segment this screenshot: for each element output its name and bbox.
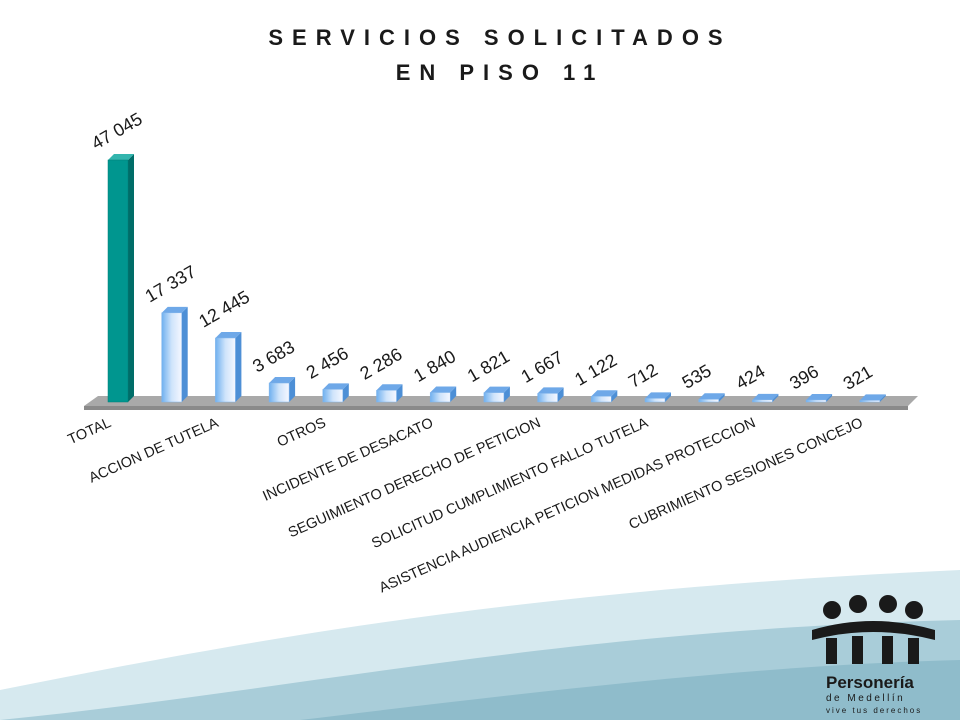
bar-top xyxy=(752,393,779,400)
x-tick-label: INCIDENTE DE DESACATO xyxy=(261,415,436,505)
bar-top xyxy=(859,394,886,401)
bar xyxy=(859,400,881,403)
bar-side xyxy=(772,393,779,402)
bar-top xyxy=(645,392,671,399)
chart-subtitle: EN PISO 11 xyxy=(396,60,605,85)
bar-side xyxy=(235,331,242,402)
bar-side xyxy=(879,394,886,402)
value-label: 1 667 xyxy=(518,347,567,387)
bar-top xyxy=(698,393,725,400)
value-label: 1 840 xyxy=(410,346,459,386)
value-label: 535 xyxy=(679,360,715,392)
chart-title: SERVICIOS SOLICITADOS xyxy=(268,25,731,50)
bar xyxy=(215,337,236,403)
bar-side xyxy=(289,377,296,402)
bar xyxy=(805,399,827,403)
value-label: 424 xyxy=(732,361,768,393)
value-label: 321 xyxy=(840,361,876,393)
bar-top xyxy=(591,390,618,397)
value-label: 17 337 xyxy=(142,261,200,306)
value-label: 2 456 xyxy=(303,343,352,383)
value-label: 3 683 xyxy=(249,337,298,377)
bar xyxy=(107,159,129,403)
bar-side xyxy=(450,386,457,402)
bar xyxy=(429,392,451,403)
value-label: 2 286 xyxy=(357,344,406,384)
bar xyxy=(752,399,773,403)
bar-side xyxy=(557,387,564,402)
bar xyxy=(537,393,558,403)
bar-side xyxy=(396,384,403,402)
bar xyxy=(591,395,612,403)
value-label: 396 xyxy=(786,361,822,393)
bar-top xyxy=(161,306,188,313)
bar xyxy=(698,398,719,403)
value-label: 47 045 xyxy=(88,109,146,154)
logo-slogan: vive tus derechos xyxy=(826,706,922,715)
bar xyxy=(644,398,666,403)
bar xyxy=(322,389,344,403)
logo-name: Personería xyxy=(826,673,914,692)
bar-top xyxy=(537,387,564,394)
value-label: 1 122 xyxy=(571,350,620,390)
bar-top xyxy=(108,154,134,160)
floor-edge xyxy=(84,406,908,410)
x-tick-label: OTROS xyxy=(275,415,329,451)
bar-side xyxy=(718,393,725,402)
bar-top xyxy=(376,384,403,391)
bar xyxy=(483,392,505,403)
value-label: 12 445 xyxy=(195,287,253,332)
bar-side xyxy=(342,383,349,402)
bar-side xyxy=(826,393,833,402)
x-tick-label: TOTAL xyxy=(66,415,114,448)
bar-side xyxy=(181,306,188,402)
bar-top xyxy=(483,386,510,393)
wave-dark xyxy=(300,660,960,720)
bar xyxy=(161,312,182,403)
bar xyxy=(268,382,290,403)
x-tick-label: ASISTENCIA AUDIENCIA PETICION MEDIDAS PR… xyxy=(377,415,758,596)
bar-side xyxy=(128,154,134,402)
bar-top xyxy=(322,383,349,390)
logo-city: de Medellín xyxy=(826,693,905,704)
bar-top xyxy=(806,393,833,400)
bar xyxy=(376,389,397,403)
value-label: 1 821 xyxy=(464,346,513,386)
bar-top xyxy=(215,331,242,338)
bar-top xyxy=(430,386,457,393)
bar-top xyxy=(269,377,296,384)
bar-side xyxy=(665,392,671,402)
bar-side xyxy=(611,390,618,402)
value-label: 712 xyxy=(625,359,661,391)
logo: Personería de Medellín vive tus derechos xyxy=(812,595,935,715)
bar-side xyxy=(503,386,510,402)
